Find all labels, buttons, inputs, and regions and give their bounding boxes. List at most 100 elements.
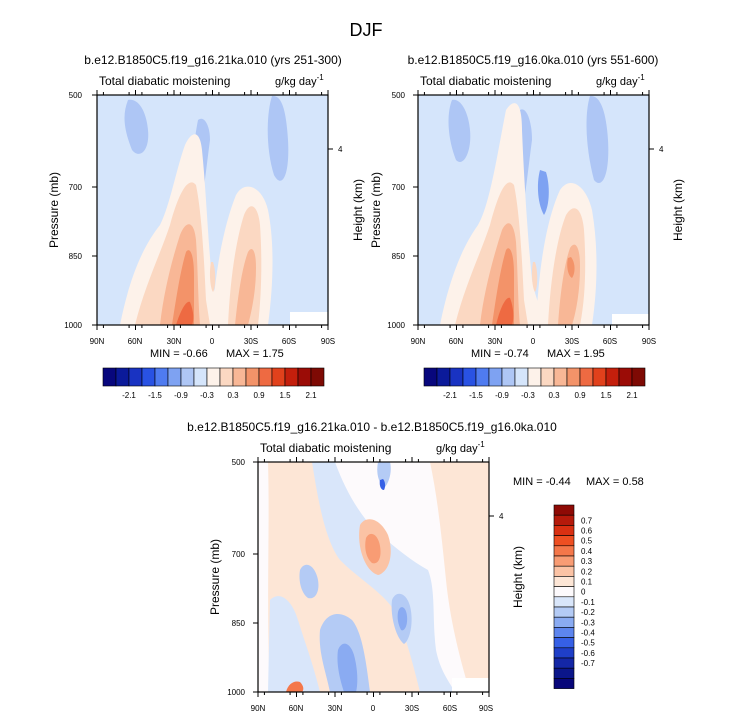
y-tick-label: 1000 <box>227 688 245 697</box>
x-tick-label: 30S <box>405 704 419 713</box>
colorbar-swatch <box>436 367 451 387</box>
y-tick-label: 500 <box>69 91 83 100</box>
panel-title: b.e12.B1850C5.f19_g16.21ka.010 (yrs 251-… <box>84 53 342 67</box>
colorbar-swatch <box>553 586 575 598</box>
colorbar-swatch <box>423 367 438 387</box>
colorbar-label: 0.5 <box>581 537 593 546</box>
height-tick-label: 4 <box>659 145 664 154</box>
figure-title: DJF <box>350 20 383 40</box>
colorbar-label: 0.3 <box>227 391 239 400</box>
colorbar-swatch <box>553 616 575 628</box>
y-tick-label: 500 <box>232 458 246 467</box>
colorbar-swatch <box>271 367 286 387</box>
variable-label: Total diabatic moistening <box>260 441 391 455</box>
colorbar-label: 0.6 <box>581 527 593 536</box>
colorbar-swatch <box>553 606 575 618</box>
colorbar-label: -0.3 <box>521 391 535 400</box>
colorbar-swatch <box>232 367 247 387</box>
x-tick-label: 60S <box>603 337 617 346</box>
colorbar-label: 0.3 <box>581 557 593 566</box>
colorbar-label: 1.5 <box>600 391 612 400</box>
colorbar-swatch <box>553 667 575 679</box>
min-label: MIN = -0.66 <box>150 348 208 360</box>
units-label: g/kg day-1 <box>596 73 645 88</box>
colorbar-label: -0.5 <box>581 639 595 648</box>
colorbar-swatch <box>540 367 555 387</box>
panel-0ka: b.e12.B1850C5.f19_g16.0ka.010 (yrs 551-6… <box>369 53 685 400</box>
y-tick-label: 700 <box>232 550 246 559</box>
x-tick-label: 0 <box>531 337 536 346</box>
variable-label: Total diabatic moistening <box>99 74 230 88</box>
x-tick-label: 90N <box>90 337 105 346</box>
colorbar-label: -1.5 <box>469 391 483 400</box>
colorbar-label: 0.3 <box>548 391 560 400</box>
colorbar-swatch <box>245 367 260 387</box>
colorbar-swatch <box>579 367 594 387</box>
y-tick-label: 850 <box>392 252 406 261</box>
y2-axis-title: Height (km) <box>671 179 685 241</box>
colorbar-swatch <box>219 367 234 387</box>
colorbar-label: -2.1 <box>443 391 457 400</box>
colorbar-top-right: -2.1 -1.5 -0.9 -0.3 0.3 0.9 1.5 2.1 <box>423 367 646 400</box>
x-tick-label: 60N <box>449 337 464 346</box>
x-tick-label: 60N <box>128 337 143 346</box>
y-tick-label: 500 <box>392 91 406 100</box>
x-tick-label: 30S <box>244 337 258 346</box>
y-tick-label: 700 <box>69 183 83 192</box>
colorbar-swatch <box>310 367 325 387</box>
contour-field <box>258 462 489 692</box>
colorbar-swatch <box>206 367 221 387</box>
y-tick-label: 700 <box>392 183 406 192</box>
colorbar-label: 0 <box>581 588 586 597</box>
x-tick-label: 90S <box>642 337 656 346</box>
colorbar-label: -0.2 <box>581 608 595 617</box>
units-label: g/kg day-1 <box>436 440 485 455</box>
min-label: MIN = -0.44 <box>513 476 571 488</box>
y-tick-label: 850 <box>232 619 246 628</box>
x-tick-label: 30S <box>565 337 579 346</box>
max-label: MAX = 0.58 <box>586 476 644 488</box>
colorbar-swatch <box>553 576 575 587</box>
colorbar-label: -0.6 <box>581 649 595 658</box>
panel-title: b.e12.B1850C5.f19_g16.0ka.010 (yrs 551-6… <box>408 53 659 67</box>
min-label: MIN = -0.74 <box>471 348 529 360</box>
colorbar-swatch <box>501 367 516 387</box>
colorbar-label: 2.1 <box>305 391 317 400</box>
colorbar-swatch <box>605 367 620 387</box>
x-tick-label: 60S <box>443 704 457 713</box>
colorbar-swatch <box>141 367 156 387</box>
y2-axis-title: Height (km) <box>511 546 525 608</box>
colorbar-difference: 0.70.60.50.40.30.20.10-0.1-0.2-0.3-0.4-0… <box>553 504 595 689</box>
contour-field <box>97 95 328 325</box>
height-tick-label: 4 <box>499 512 504 521</box>
colorbar-swatch <box>553 678 575 689</box>
colorbar-label: 0.9 <box>253 391 265 400</box>
x-tick-label: 30N <box>167 337 182 346</box>
colorbar-label: -0.9 <box>174 391 188 400</box>
colorbar-swatch <box>618 367 633 387</box>
y-axis-title: Pressure (mb) <box>369 172 383 248</box>
y-axis-title: Pressure (mb) <box>47 172 61 248</box>
colorbar-swatch <box>553 367 568 387</box>
y-tick-label: 1000 <box>387 321 405 330</box>
colorbar-label: -0.3 <box>200 391 214 400</box>
colorbar-swatch <box>193 367 208 387</box>
colorbar-swatch <box>553 504 575 516</box>
colorbar-label: 2.1 <box>626 391 638 400</box>
colorbar-swatch <box>527 367 542 387</box>
x-tick-label: 30N <box>488 337 503 346</box>
colorbar-swatch <box>553 525 575 536</box>
colorbar-label: -0.4 <box>581 629 595 638</box>
colorbar-swatch <box>115 367 130 387</box>
colorbar-label: -0.3 <box>581 618 595 627</box>
colorbar-swatch <box>631 367 646 387</box>
colorbar-swatch <box>449 367 464 387</box>
units-label: g/kg day-1 <box>275 73 324 88</box>
colorbar-swatch <box>102 367 117 387</box>
max-label: MAX = 1.95 <box>547 348 605 360</box>
colorbar-label: 0.9 <box>574 391 586 400</box>
colorbar-swatch <box>258 367 273 387</box>
colorbar-label: 0.1 <box>581 578 593 587</box>
panel-21ka: b.e12.B1850C5.f19_g16.21ka.010 (yrs 251-… <box>47 53 365 400</box>
